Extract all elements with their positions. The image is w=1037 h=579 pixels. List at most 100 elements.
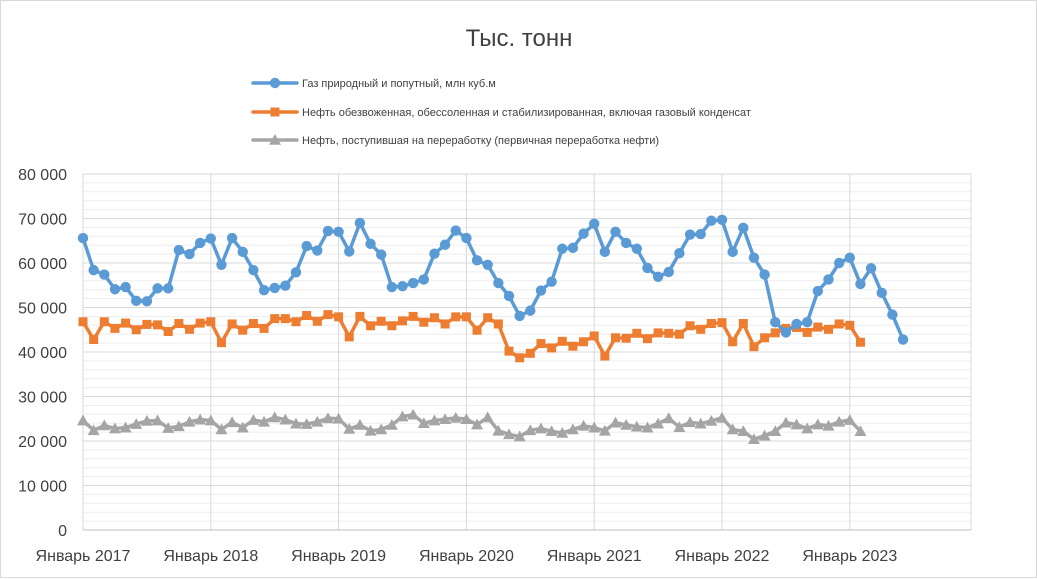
data-point bbox=[673, 421, 686, 433]
data-point bbox=[366, 321, 376, 331]
data-point bbox=[216, 338, 226, 348]
data-point bbox=[493, 277, 504, 289]
x-tick-label: Январь 2018 bbox=[163, 548, 258, 565]
data-point bbox=[386, 281, 398, 293]
data-point bbox=[387, 321, 397, 331]
data-point bbox=[481, 411, 494, 423]
data-point bbox=[780, 327, 792, 338]
data-point bbox=[140, 414, 153, 426]
data-point bbox=[525, 305, 536, 316]
data-point bbox=[365, 238, 376, 250]
data-point bbox=[258, 284, 270, 296]
legend-label: Нефть обезвоженная, обессоленная и стаби… bbox=[302, 107, 751, 119]
data-point bbox=[152, 283, 163, 294]
data-point bbox=[684, 416, 697, 428]
data-point bbox=[759, 269, 770, 280]
data-point bbox=[557, 243, 568, 254]
data-point bbox=[811, 418, 824, 430]
data-point bbox=[131, 325, 141, 335]
data-point bbox=[205, 233, 216, 244]
data-point bbox=[397, 280, 408, 292]
data-point bbox=[685, 321, 695, 331]
data-point bbox=[195, 318, 205, 328]
data-point bbox=[172, 420, 185, 432]
data-point bbox=[184, 248, 195, 260]
data-point bbox=[471, 418, 484, 430]
data-point bbox=[611, 333, 620, 343]
data-point bbox=[258, 415, 271, 427]
data-point bbox=[344, 246, 355, 257]
data-point bbox=[291, 317, 301, 327]
data-point bbox=[706, 319, 716, 329]
data-point bbox=[323, 310, 333, 320]
y-axis: 0 10 000 20 000 30 000 40 000 50 000 60 000 70 … bbox=[18, 167, 67, 540]
data-point bbox=[578, 228, 589, 239]
data-point bbox=[141, 296, 153, 307]
data-point bbox=[408, 311, 418, 321]
data-point bbox=[354, 217, 366, 229]
y-tick-label: 30 000 bbox=[18, 390, 67, 407]
data-point bbox=[588, 421, 601, 433]
series-group bbox=[77, 214, 909, 345]
data-point bbox=[439, 239, 451, 250]
data-point bbox=[301, 240, 312, 252]
data-point bbox=[99, 269, 110, 280]
data-point bbox=[567, 242, 579, 254]
data-point bbox=[121, 318, 131, 328]
data-point bbox=[705, 414, 718, 426]
data-point bbox=[419, 317, 429, 327]
legend-item: Газ природный и попутный, млн куб.м bbox=[251, 77, 496, 90]
data-point bbox=[238, 325, 248, 335]
data-point bbox=[280, 314, 290, 324]
legend-item: Нефть, поступившая на переработку (перви… bbox=[251, 134, 659, 147]
data-point bbox=[98, 419, 111, 431]
data-point bbox=[717, 318, 727, 328]
data-point bbox=[652, 417, 665, 429]
data-point bbox=[226, 416, 239, 428]
data-point bbox=[247, 414, 260, 425]
data-point bbox=[695, 228, 706, 240]
data-point bbox=[801, 422, 814, 434]
data-point bbox=[259, 323, 269, 333]
data-point bbox=[279, 413, 292, 425]
data-point bbox=[439, 413, 452, 424]
data-point bbox=[716, 214, 728, 226]
data-point bbox=[684, 229, 696, 240]
data-point bbox=[535, 285, 547, 296]
data-point bbox=[163, 327, 173, 337]
data-point bbox=[598, 424, 611, 436]
data-point bbox=[641, 421, 654, 433]
y-tick-label: 40 000 bbox=[18, 345, 67, 362]
data-point bbox=[631, 243, 642, 254]
data-point bbox=[843, 414, 856, 425]
data-point bbox=[802, 327, 812, 337]
data-point bbox=[290, 417, 302, 429]
data-point bbox=[503, 428, 515, 440]
data-point bbox=[344, 332, 354, 342]
data-point bbox=[748, 252, 760, 263]
legend-marker bbox=[269, 77, 281, 89]
data-point bbox=[333, 226, 344, 238]
data-point bbox=[545, 425, 558, 437]
data-point bbox=[632, 328, 642, 338]
data-point bbox=[823, 274, 834, 285]
data-point bbox=[396, 410, 409, 422]
data-point bbox=[364, 424, 377, 436]
data-point bbox=[609, 416, 622, 428]
data-point bbox=[216, 259, 227, 270]
data-point bbox=[854, 425, 867, 437]
data-point bbox=[556, 426, 569, 438]
data-point bbox=[248, 319, 258, 329]
data-point bbox=[568, 341, 578, 351]
data-point bbox=[89, 335, 99, 345]
data-point bbox=[770, 328, 780, 338]
data-point bbox=[855, 337, 865, 347]
y-tick-label: 60 000 bbox=[18, 256, 67, 273]
series-layer bbox=[77, 214, 909, 445]
data-point bbox=[343, 422, 356, 434]
data-point bbox=[151, 414, 164, 426]
data-point bbox=[312, 316, 322, 326]
data-point bbox=[483, 313, 493, 323]
